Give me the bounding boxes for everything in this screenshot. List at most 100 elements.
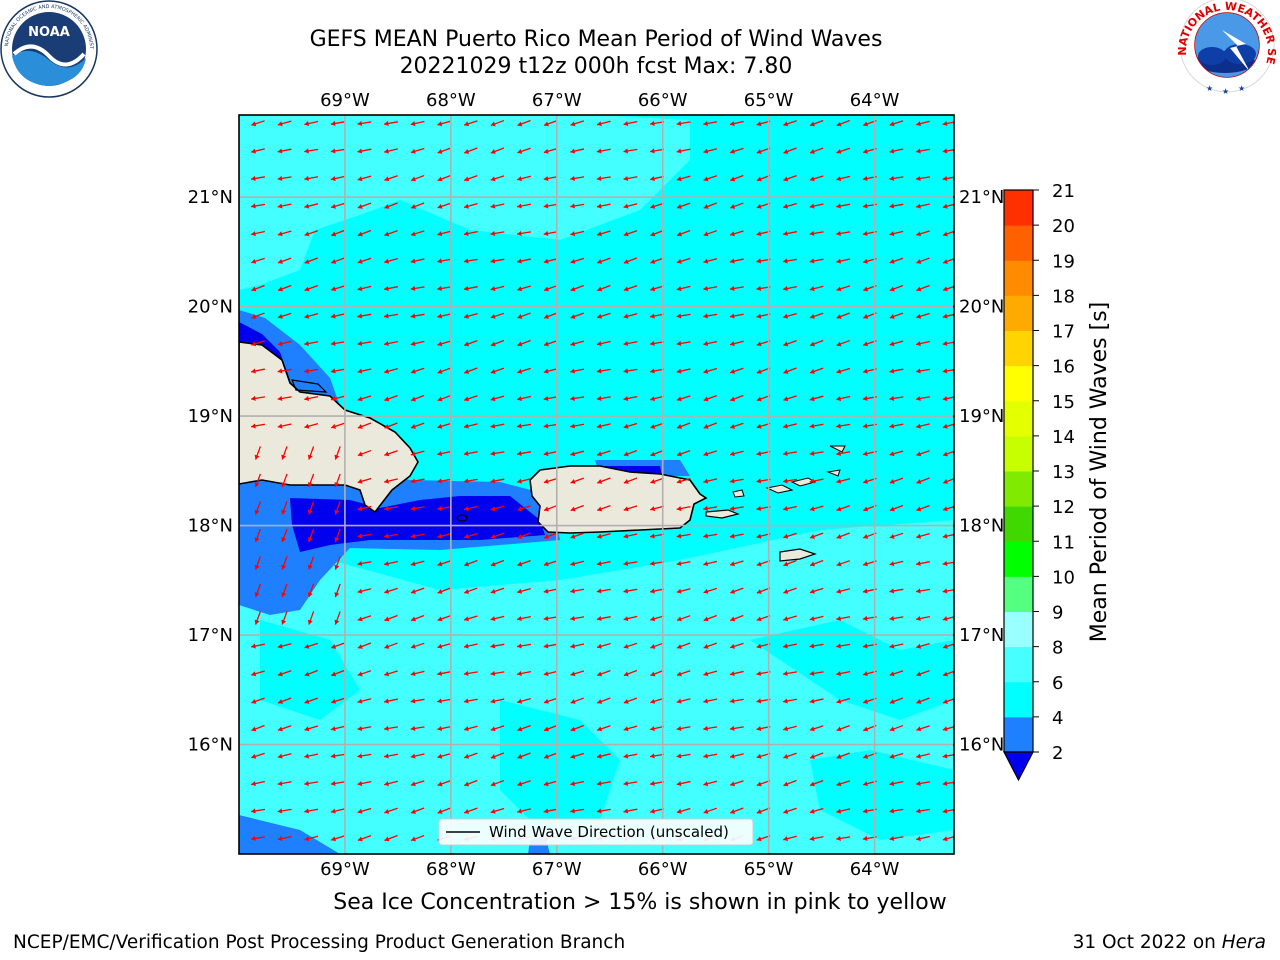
wave-arrow	[783, 203, 797, 209]
wave-arrow	[942, 203, 954, 209]
wave-arrow	[756, 779, 771, 787]
wave-arrow	[703, 614, 717, 622]
wave-arrow	[809, 670, 824, 676]
wave-arrow	[410, 614, 425, 622]
wave-arrow	[676, 642, 691, 649]
wave-arrow	[384, 614, 398, 622]
colorbar-segment	[1004, 365, 1033, 402]
wave-arrow	[809, 807, 824, 814]
wave-arrow	[384, 478, 398, 484]
wave-arrow	[623, 808, 638, 814]
wave-arrow	[384, 560, 398, 567]
wave-arrow	[703, 340, 718, 347]
wave-arrow	[703, 367, 718, 374]
wave-arrow	[357, 148, 372, 154]
wave-arrow	[490, 147, 505, 154]
wave-arrow	[809, 587, 824, 594]
wave-arrow	[357, 285, 372, 292]
wave-arrow	[889, 724, 904, 732]
wave-arrow	[357, 670, 372, 677]
wave-arrow	[649, 533, 665, 539]
wave-arrow	[330, 368, 345, 374]
wave-arrow	[277, 697, 292, 704]
wave-arrow	[410, 698, 425, 704]
wave-arrow	[281, 473, 288, 488]
wave-arrow	[490, 670, 505, 676]
wave-arrow	[942, 753, 954, 759]
wave-arrow	[730, 807, 744, 814]
wave-arrow	[410, 780, 425, 787]
wave-arrow	[463, 175, 478, 182]
wave-arrow	[570, 230, 585, 237]
wave-arrow	[463, 423, 478, 429]
wave-arrow	[596, 505, 611, 512]
wave-arrow	[304, 203, 319, 209]
wave-arrow	[517, 312, 531, 319]
wave-arrow	[384, 642, 398, 649]
wave-arrow	[676, 560, 691, 567]
wave-arrow	[437, 670, 452, 677]
wave-arrow	[277, 780, 292, 787]
wave-arrow	[623, 642, 638, 649]
wave-arrow	[357, 533, 372, 539]
wave-arrow	[330, 340, 345, 346]
wave-arrow	[463, 643, 478, 649]
wave-arrow	[281, 583, 288, 598]
wave-arrow	[703, 560, 718, 567]
colorbar-segment	[1004, 435, 1033, 472]
wave-arrow	[307, 583, 315, 598]
wave-arrow	[516, 643, 532, 649]
wave-arrow	[889, 697, 904, 704]
wave-arrow	[517, 780, 531, 787]
wave-arrow	[490, 258, 505, 264]
wave-arrow	[889, 312, 904, 319]
wave-arrow	[729, 230, 744, 237]
wave-arrow	[809, 559, 824, 567]
lat-tick-right: 16°N	[959, 735, 1004, 756]
wave-arrow	[730, 202, 744, 209]
colorbar-tick-label: 20	[1052, 216, 1075, 237]
wave-arrow	[254, 556, 262, 570]
wave-arrow	[543, 423, 558, 429]
wave-arrow	[277, 725, 292, 732]
wave-arrow	[623, 230, 638, 237]
wave-arrow	[703, 780, 718, 787]
wave-arrow	[703, 230, 718, 237]
wave-arrow	[942, 533, 954, 539]
wave-arrow	[516, 230, 532, 236]
wave-arrow	[331, 229, 345, 237]
wave-arrow	[437, 367, 451, 374]
wave-arrow	[254, 446, 262, 460]
wave-arrow	[916, 615, 930, 622]
wave-arrow	[676, 148, 691, 154]
wave-arrow	[384, 587, 398, 594]
wave-arrow	[437, 394, 451, 402]
wave-arrow	[543, 175, 558, 182]
wave-arrow	[410, 120, 425, 127]
wave-arrow	[251, 368, 265, 374]
wave-arrow	[916, 257, 930, 264]
wave-arrow	[836, 615, 851, 622]
wave-arrow	[783, 505, 797, 512]
wave-arrow	[490, 395, 505, 402]
colorbar-segment	[1004, 400, 1033, 437]
wave-arrow	[596, 340, 611, 347]
colorbar-segment	[1004, 330, 1033, 367]
wave-arrow	[384, 698, 398, 704]
wave-arrow	[836, 450, 851, 457]
wave-arrow	[836, 560, 851, 567]
wave-arrow	[543, 615, 558, 621]
wave-arrow	[307, 556, 315, 570]
wave-arrow	[783, 643, 797, 649]
wave-arrow	[304, 148, 319, 154]
wave-arrow	[490, 230, 505, 236]
map-legend: Wind Wave Direction (unscaled)	[438, 818, 754, 846]
wave-arrow	[517, 119, 531, 127]
wave-arrow	[942, 588, 954, 594]
wave-arrow	[783, 120, 797, 127]
wave-arrow	[623, 313, 638, 319]
wave-arrow	[543, 312, 558, 319]
wave-arrow	[597, 257, 611, 264]
wave-arrow	[543, 230, 558, 237]
lat-tick-right: 19°N	[959, 406, 1004, 427]
